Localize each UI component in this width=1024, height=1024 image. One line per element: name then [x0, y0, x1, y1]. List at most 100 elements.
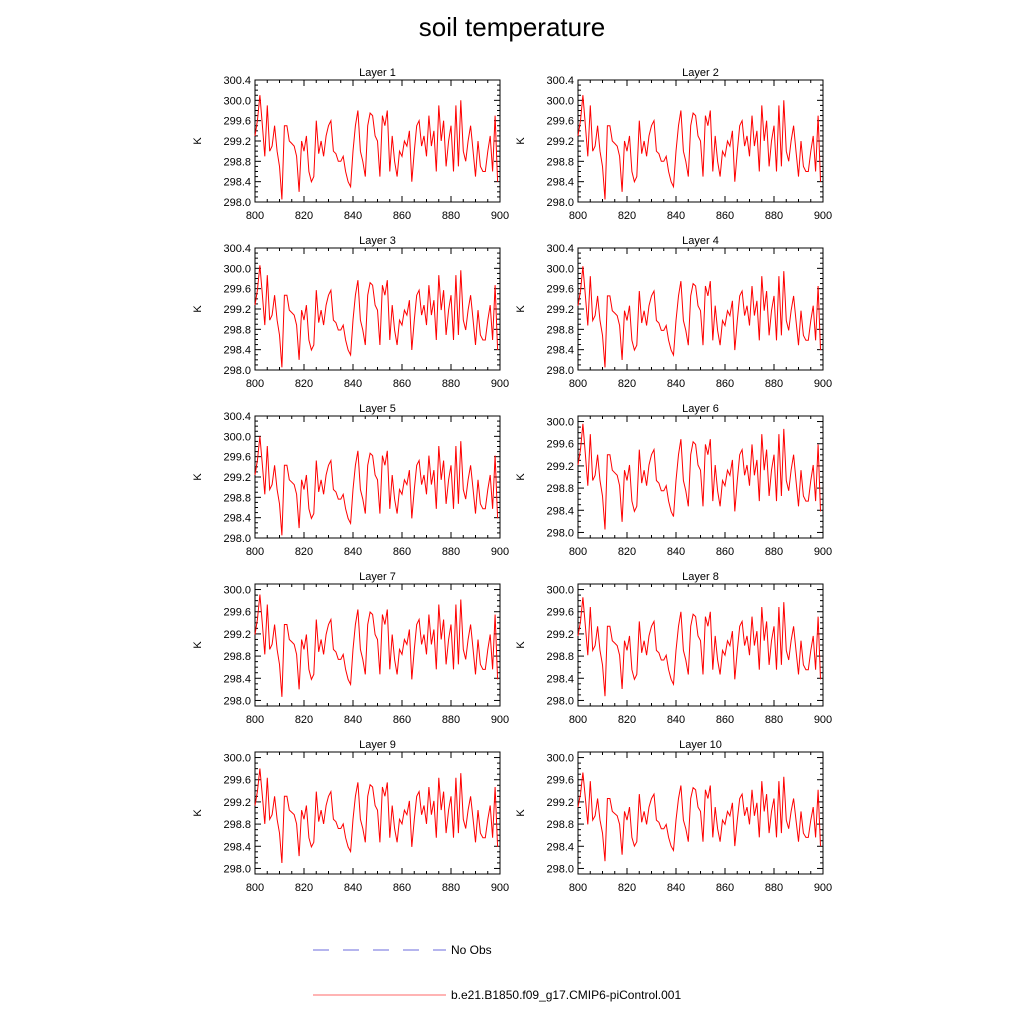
y-axis-label: K [515, 305, 527, 313]
panel-8: Layer 8 K 298.0 298.4 298.8 299.2 299.6 300.0 80… [515, 571, 832, 726]
x-tick-label: 840 [344, 546, 362, 558]
y-tick-label: 300.0 [223, 753, 251, 765]
y-tick-label: 298.0 [546, 863, 574, 875]
y-axis-label: K [192, 473, 204, 481]
panel-title: Layer 2 [682, 67, 719, 79]
y-tick-label: 298.4 [546, 673, 574, 685]
series-line [254, 768, 499, 864]
x-tick-label: 900 [491, 210, 509, 222]
panel-4: Layer 4 K 298.0 298.4 298.8 299.2 299.6 300.0 30… [515, 235, 832, 390]
x-tick-label: 880 [765, 882, 783, 894]
x-tick-label: 880 [442, 378, 460, 390]
y-axis-label: K [515, 641, 527, 649]
panel-6: Layer 6 K 298.0 298.4 298.8 299.2 299.6 300.0 80… [515, 403, 832, 558]
y-axis-label: K [515, 473, 527, 481]
panel-3: Layer 3 K 298.0 298.4 298.8 299.2 299.6 300.0 30… [192, 235, 509, 390]
x-tick-label: 860 [393, 714, 411, 726]
y-tick-label: 298.8 [223, 156, 251, 168]
panel-title: Layer 4 [682, 235, 719, 247]
x-tick-label: 800 [246, 210, 264, 222]
x-tick-label: 860 [716, 714, 734, 726]
x-tick-label: 880 [765, 210, 783, 222]
x-tick-label: 820 [618, 378, 636, 390]
y-tick-label: 298.4 [223, 513, 251, 525]
x-tick-label: 860 [716, 378, 734, 390]
y-tick-label: 300.4 [223, 243, 251, 255]
x-tick-label: 900 [814, 882, 832, 894]
panel-title: Layer 8 [682, 571, 719, 583]
x-tick-label: 840 [667, 714, 685, 726]
panel-title: Layer 7 [359, 571, 396, 583]
y-tick-label: 299.6 [546, 775, 574, 787]
x-tick-label: 820 [295, 714, 313, 726]
y-axis-label: K [515, 137, 527, 145]
x-tick-label: 800 [246, 546, 264, 558]
legend: No Obs b.e21.B1850.f09_g17.CMIP6-piContr… [313, 943, 681, 1002]
y-tick-label: 298.0 [223, 695, 251, 707]
y-tick-label: 300.0 [223, 431, 251, 443]
panel-title: Layer 9 [359, 739, 396, 751]
series-line [254, 265, 499, 368]
x-tick-label: 840 [344, 210, 362, 222]
x-tick-label: 840 [344, 714, 362, 726]
y-tick-label: 298.4 [223, 841, 251, 853]
x-tick-label: 900 [491, 882, 509, 894]
y-tick-label: 299.2 [223, 797, 251, 809]
panel-10: Layer 10 K 298.0 298.4 298.8 299.2 299.6 300.0 8… [515, 739, 832, 894]
x-tick-label: 900 [814, 546, 832, 558]
y-tick-label: 299.2 [546, 304, 574, 316]
panel-1: Layer 1 K 298.0 298.4 298.8 299.2 299.6 300.0 30… [192, 67, 509, 222]
y-tick-label: 298.8 [223, 819, 251, 831]
panel-title: Layer 5 [359, 403, 396, 415]
y-tick-label: 299.6 [546, 116, 574, 128]
y-tick-label: 299.2 [546, 461, 574, 473]
x-tick-label: 820 [295, 882, 313, 894]
y-axis-label: K [515, 809, 527, 817]
y-tick-label: 299.6 [223, 116, 251, 128]
y-tick-label: 299.2 [223, 629, 251, 641]
y-axis-label: K [192, 809, 204, 817]
x-tick-label: 900 [491, 714, 509, 726]
x-tick-label: 820 [618, 546, 636, 558]
panel-title: Layer 10 [679, 739, 722, 751]
y-axis-label: K [192, 305, 204, 313]
x-tick-label: 820 [618, 882, 636, 894]
series-line [577, 266, 821, 368]
y-tick-label: 298.4 [546, 177, 574, 189]
x-tick-label: 800 [569, 714, 587, 726]
y-tick-label: 298.0 [546, 197, 574, 209]
x-tick-label: 860 [393, 882, 411, 894]
x-tick-label: 820 [618, 714, 636, 726]
x-tick-label: 840 [344, 378, 362, 390]
y-tick-label: 300.0 [546, 753, 574, 765]
y-tick-label: 298.4 [223, 177, 251, 189]
y-tick-label: 299.2 [546, 797, 574, 809]
x-tick-label: 840 [667, 546, 685, 558]
series-line [577, 95, 821, 200]
y-tick-label: 298.8 [546, 156, 574, 168]
x-tick-label: 800 [246, 714, 264, 726]
y-tick-label: 298.0 [546, 527, 574, 539]
y-tick-label: 298.8 [223, 324, 251, 336]
x-tick-label: 840 [667, 378, 685, 390]
y-axis-label: K [192, 137, 204, 145]
panel-title: Layer 1 [359, 67, 396, 79]
y-tick-label: 298.0 [223, 197, 251, 209]
x-tick-label: 820 [295, 210, 313, 222]
x-tick-label: 880 [765, 546, 783, 558]
y-tick-label: 299.6 [546, 607, 574, 619]
x-tick-label: 900 [814, 714, 832, 726]
x-tick-label: 880 [442, 546, 460, 558]
y-tick-label: 299.6 [223, 284, 251, 296]
panel-title: Layer 6 [682, 403, 719, 415]
y-tick-label: 298.4 [546, 841, 574, 853]
y-tick-label: 299.2 [223, 304, 251, 316]
x-tick-label: 800 [246, 882, 264, 894]
x-tick-label: 800 [569, 882, 587, 894]
y-tick-label: 298.0 [546, 365, 574, 377]
x-tick-label: 880 [442, 882, 460, 894]
x-tick-label: 880 [442, 210, 460, 222]
y-tick-label: 298.4 [546, 345, 574, 357]
y-tick-label: 299.2 [546, 629, 574, 641]
y-tick-label: 300.0 [546, 585, 574, 597]
